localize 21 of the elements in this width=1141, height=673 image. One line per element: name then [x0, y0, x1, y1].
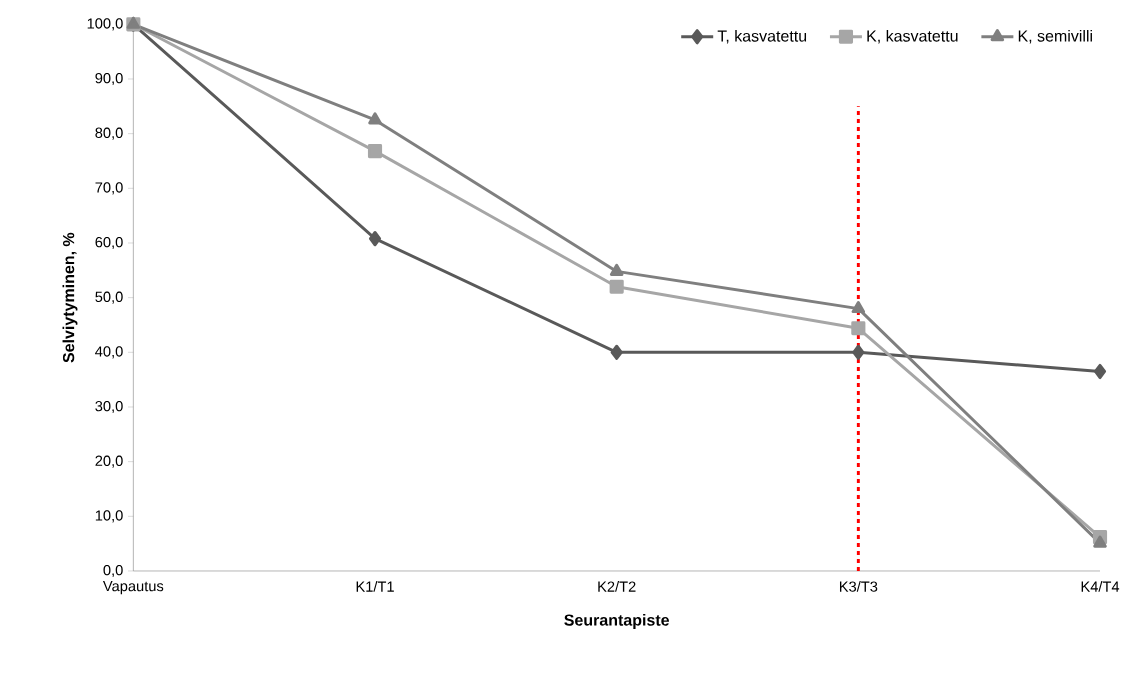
- y-tick-label: 70,0: [95, 182, 123, 195]
- legend-label: K, semivilli: [1018, 29, 1092, 44]
- x-tick-label: Vapautus: [102, 581, 164, 595]
- y-tick-label: 0,0: [103, 564, 123, 578]
- x-axis-title: Seurantapiste: [564, 613, 670, 629]
- y-tick-label: 20,0: [95, 455, 123, 468]
- y-tick-label: 100,0: [87, 18, 123, 31]
- x-tick-label: K2/T2: [598, 581, 636, 592]
- y-tick-label: 50,0: [95, 291, 123, 304]
- x-tick-label: K4/T4: [1081, 581, 1120, 592]
- y-tick-label: 60,0: [95, 236, 123, 250]
- y-tick-label: 80,0: [95, 127, 123, 140]
- y-tick-label: 30,0: [95, 400, 123, 414]
- y-tick-label: 40,0: [95, 346, 123, 359]
- x-tick-label: K1/T1: [356, 581, 394, 592]
- y-tick-label: 90,0: [95, 72, 123, 86]
- x-tick-label: K3/T3: [839, 581, 878, 592]
- legend-label: K, kasvatettu: [867, 29, 958, 44]
- y-tick-label: 10,0: [95, 510, 123, 523]
- y-axis-title: Selviytyminen, %: [62, 232, 78, 363]
- legend-label: T, kasvatettu: [717, 29, 807, 44]
